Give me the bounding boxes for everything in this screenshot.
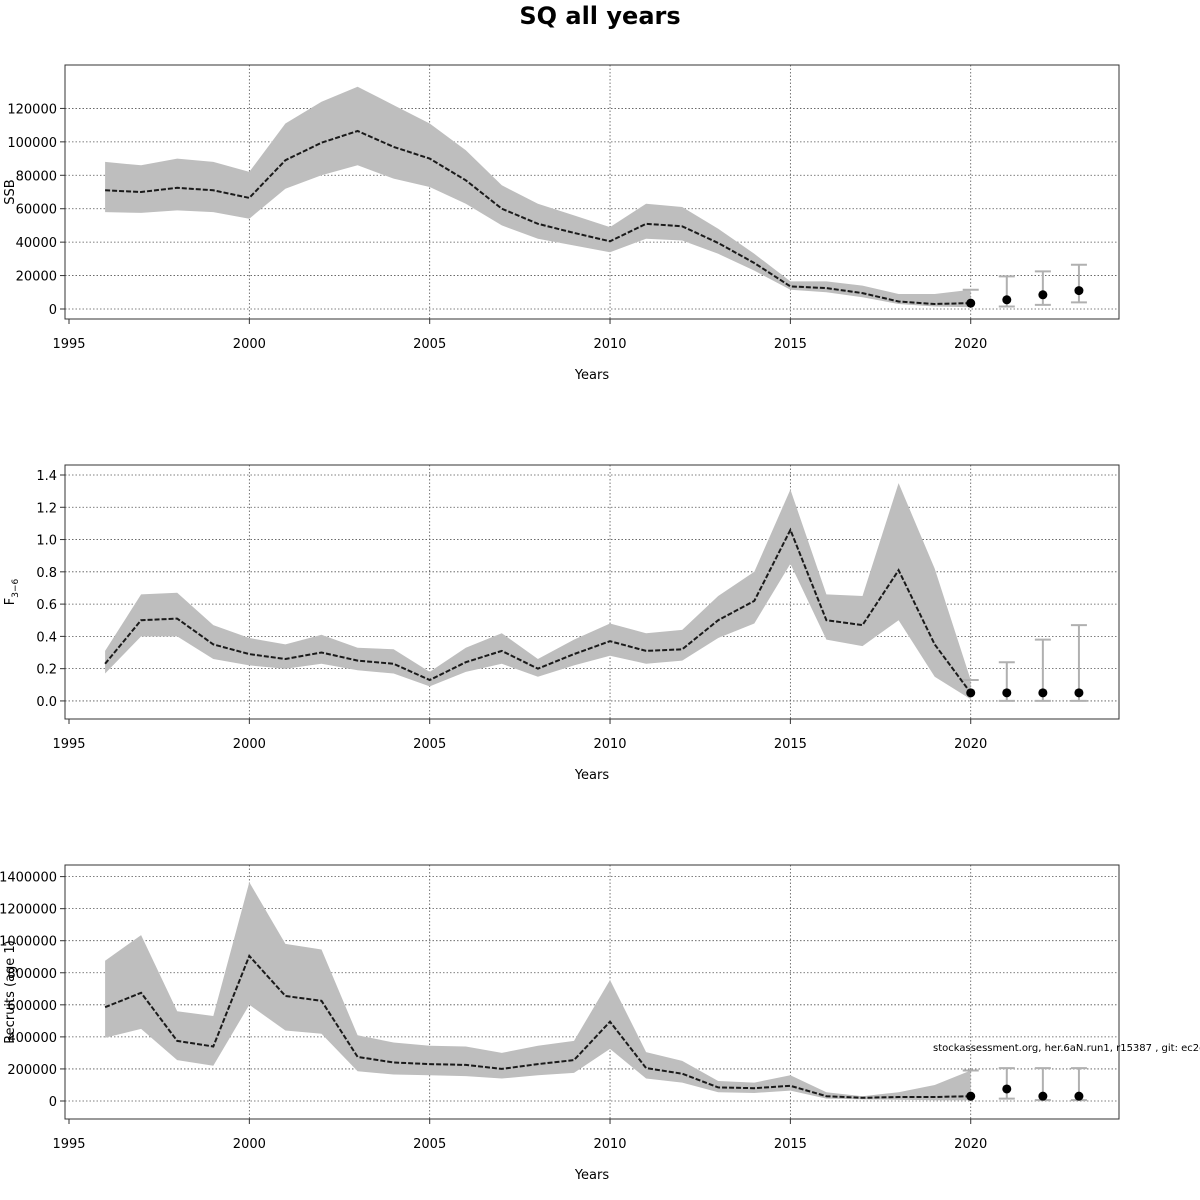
estimate-point — [966, 298, 976, 308]
y-tick-label: 800000 — [7, 967, 57, 982]
x-tick-label: 2015 — [774, 337, 807, 352]
y-tick-label: 0.2 — [36, 663, 57, 678]
y-tick-label: 400000 — [7, 1031, 57, 1046]
y-tick-label: 40000 — [16, 236, 57, 251]
y-tick-label: 1.2 — [36, 501, 57, 516]
y-tick-label: 0.8 — [36, 566, 57, 581]
chart-panel-2: 1995 2000 2005 2010 2015 2020 0.0 0.2 0.4 0.6 0.8 1… — [3, 464, 1120, 783]
estimate-line — [104, 954, 971, 1099]
x-tick-label: 2010 — [593, 337, 626, 352]
y-axis-label: SSB — [3, 179, 18, 204]
forecast-point — [1038, 290, 1048, 300]
confidence-band — [105, 483, 971, 700]
x-tick-label: 2000 — [233, 737, 266, 752]
footnote-text: stockassessment.org, her.6aN.run1, r1538… — [933, 1043, 1200, 1054]
x-tick-label: 2000 — [233, 337, 266, 352]
x-axis-label: Years — [574, 368, 610, 383]
confidence-band — [105, 86, 971, 308]
chart-panel-1: 1995 2000 2005 2010 2015 2020 0 20000 40000 60000… — [3, 64, 1120, 383]
estimate-line — [104, 527, 972, 694]
page-title: SQ all years — [519, 2, 681, 30]
y-tick-label: 1400000 — [0, 871, 57, 886]
estimate-line — [105, 129, 971, 306]
x-tick-label: 1995 — [52, 1137, 85, 1152]
y-tick-label: 0 — [49, 303, 57, 318]
forecast-point — [1038, 1091, 1048, 1101]
y-tick-label: 0 — [49, 1095, 57, 1110]
y-tick-label: 600000 — [7, 999, 57, 1014]
x-tick-label: 2010 — [593, 737, 626, 752]
y-tick-label: 100000 — [7, 136, 57, 151]
plot-frame — [64, 864, 1120, 1120]
confidence-band — [105, 882, 971, 1101]
y-tick-label: 20000 — [16, 270, 57, 285]
forecast-point — [1002, 295, 1012, 305]
x-tick-label: 2005 — [413, 337, 446, 352]
x-tick-label: 2015 — [774, 1137, 807, 1152]
y-tick-label: 1000000 — [0, 935, 57, 950]
x-tick-label: 2010 — [593, 1137, 626, 1152]
x-tick-label: 2015 — [774, 737, 807, 752]
x-tick-label: 2020 — [954, 337, 987, 352]
y-tick-label: 1.0 — [36, 534, 57, 549]
x-tick-label: 2005 — [413, 1137, 446, 1152]
estimate-point — [966, 688, 976, 698]
chart-panel-3: 1995 2000 2005 2010 2015 2020 0 200000 400000 600… — [0, 864, 1120, 1183]
x-tick-label: 1995 — [52, 337, 85, 352]
forecast-point — [1002, 1084, 1012, 1094]
plot-frame — [64, 64, 1120, 320]
y-axis-label: F3−6 — [3, 578, 21, 605]
y-axis-label: Recruits (age 1) — [3, 940, 18, 1044]
x-tick-label: 2020 — [954, 737, 987, 752]
y-tick-label: 1200000 — [0, 903, 57, 918]
y-tick-label: 80000 — [16, 169, 57, 184]
y-tick-label: 0.6 — [36, 598, 57, 613]
plot-frame — [64, 464, 1120, 720]
y-tick-label: 0.4 — [36, 630, 57, 645]
forecast-point — [1002, 688, 1012, 698]
x-tick-label: 2005 — [413, 737, 446, 752]
x-tick-label: 1995 — [52, 737, 85, 752]
y-tick-label: 120000 — [7, 102, 57, 117]
forecast-point — [1038, 688, 1048, 698]
forecast-point — [1074, 1091, 1084, 1101]
y-tick-label: 60000 — [16, 203, 57, 218]
x-tick-label: 2000 — [233, 1137, 266, 1152]
y-tick-label: 1.4 — [36, 469, 57, 484]
x-tick-label: 2020 — [954, 1137, 987, 1152]
x-axis-label: Years — [574, 1168, 610, 1183]
y-tick-label: 0.0 — [36, 695, 57, 710]
forecast-point — [1074, 688, 1084, 698]
x-axis-label: Years — [574, 768, 610, 783]
y-tick-label: 200000 — [7, 1063, 57, 1078]
estimate-point — [966, 1091, 976, 1101]
forecast-point — [1074, 286, 1084, 296]
